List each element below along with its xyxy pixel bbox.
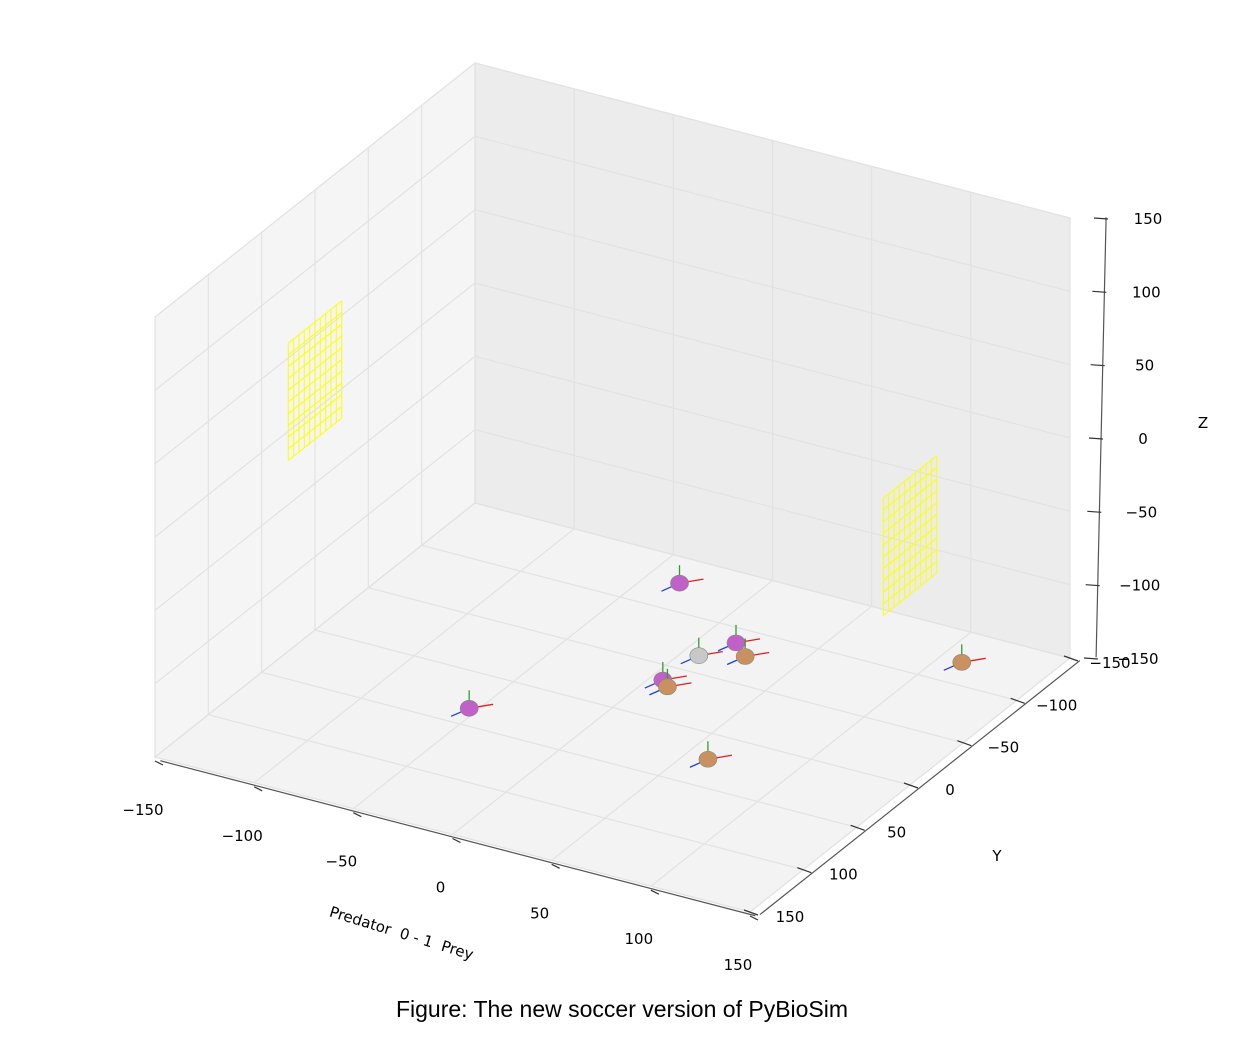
y-tick [1063,655,1079,662]
goal-mesh-line [288,370,342,414]
gridline [154,135,476,391]
z-tick [1090,364,1105,367]
z-axis-label: Z [1198,414,1208,432]
y-tick-label: −50 [988,739,1020,757]
goal-mesh-line [883,561,937,605]
y-tick [850,824,865,831]
y-tick [1010,697,1025,704]
agent-marker [459,699,479,717]
goal-mesh-line [288,359,342,403]
x-tick [551,863,560,869]
goal-mesh-line [288,323,342,368]
agent-marker [670,574,689,592]
goal-mesh-line [883,478,937,523]
goal-mesh-line [288,382,342,426]
y-tick-label: 100 [829,866,858,884]
chart-panes [153,61,1072,913]
goal-mesh-line [288,406,342,450]
x-tick-label: 150 [724,956,753,974]
goal-mesh-line [288,394,342,438]
x-tick-label: 50 [530,904,549,922]
gridline [208,714,804,871]
gridline [474,135,1071,292]
goal-mesh-line [883,490,937,534]
z-tick [1083,657,1099,660]
goal-mesh-line [883,549,937,593]
x-tick [353,812,362,818]
x-tick [749,915,759,921]
goal-mesh-line [288,300,342,344]
z-tick-label: 0 [1138,430,1148,448]
z-tick [1093,217,1109,220]
y-tick [797,867,812,874]
x-axis-line [160,760,756,917]
goal-mesh-line [883,514,937,558]
goal-mesh-line [288,335,342,379]
chart-3d: −150−150−150−100−100−100−50−50−500005050… [122,61,1208,974]
goal-mesh-line [883,537,937,581]
y-tick-label: 50 [887,823,906,841]
x-tick-label: −150 [122,801,163,819]
x-tick [253,786,263,792]
gridline [154,62,476,318]
x-tick [154,760,164,766]
chart-axes [160,217,1107,917]
z-tick-label: −150 [1117,650,1158,668]
x-axis-label: Predator 0 - 1 Prey [327,903,475,964]
agent-marker [658,678,677,696]
agent-marker [698,750,718,768]
y-tick [957,740,972,747]
z-tick-label: 100 [1132,283,1161,301]
agent-marker [952,654,972,671]
y-axis-line [759,660,1081,916]
goal-mesh-line [883,502,937,546]
goal-mesh-line [883,572,937,616]
z-tick [1085,584,1100,587]
y-tick-label: −100 [1036,696,1077,714]
x-tick-label: −50 [326,853,358,871]
z-tick-label: 50 [1135,357,1154,375]
figure-caption: Figure: The new soccer version of PyBioS… [395,996,849,1022]
goal-mesh-line [883,525,937,569]
y-tick [903,782,919,789]
y-tick-label: 0 [945,781,955,799]
x-tick [650,889,660,895]
x-tick [452,837,461,844]
goal-mesh-line [288,417,342,461]
z-axis-line [1095,217,1107,658]
z-tick-label: −50 [1126,503,1158,521]
z-tick [1087,510,1102,513]
y-tick-label: 150 [776,908,805,926]
goal-mesh-line [288,347,342,391]
chart-gridlines [154,62,1071,913]
agent-marker [726,634,746,652]
x-tick-label: 0 [436,879,446,897]
gridline [154,756,751,913]
chart-goals [287,300,938,616]
z-tick [1092,290,1107,293]
agent-marker [735,648,755,665]
x-tick-label: 100 [625,930,654,948]
agent-marker [689,647,709,664]
goal-mesh-line [288,312,342,356]
y-axis-label: Y [991,847,1002,865]
goal-mesh-line [883,467,937,511]
z-tick-label: −100 [1119,577,1160,595]
gridline [474,62,1071,219]
z-tick-label: 150 [1134,210,1163,228]
goal-mesh-line [883,455,937,499]
z-tick [1088,437,1104,440]
x-tick-label: −100 [222,827,263,845]
chart-points [450,565,986,768]
chart-ticks: −150−150−150−100−100−100−50−50−500005050… [122,210,1162,974]
y-tick [743,909,759,916]
y-tick-label: −150 [1089,654,1130,672]
